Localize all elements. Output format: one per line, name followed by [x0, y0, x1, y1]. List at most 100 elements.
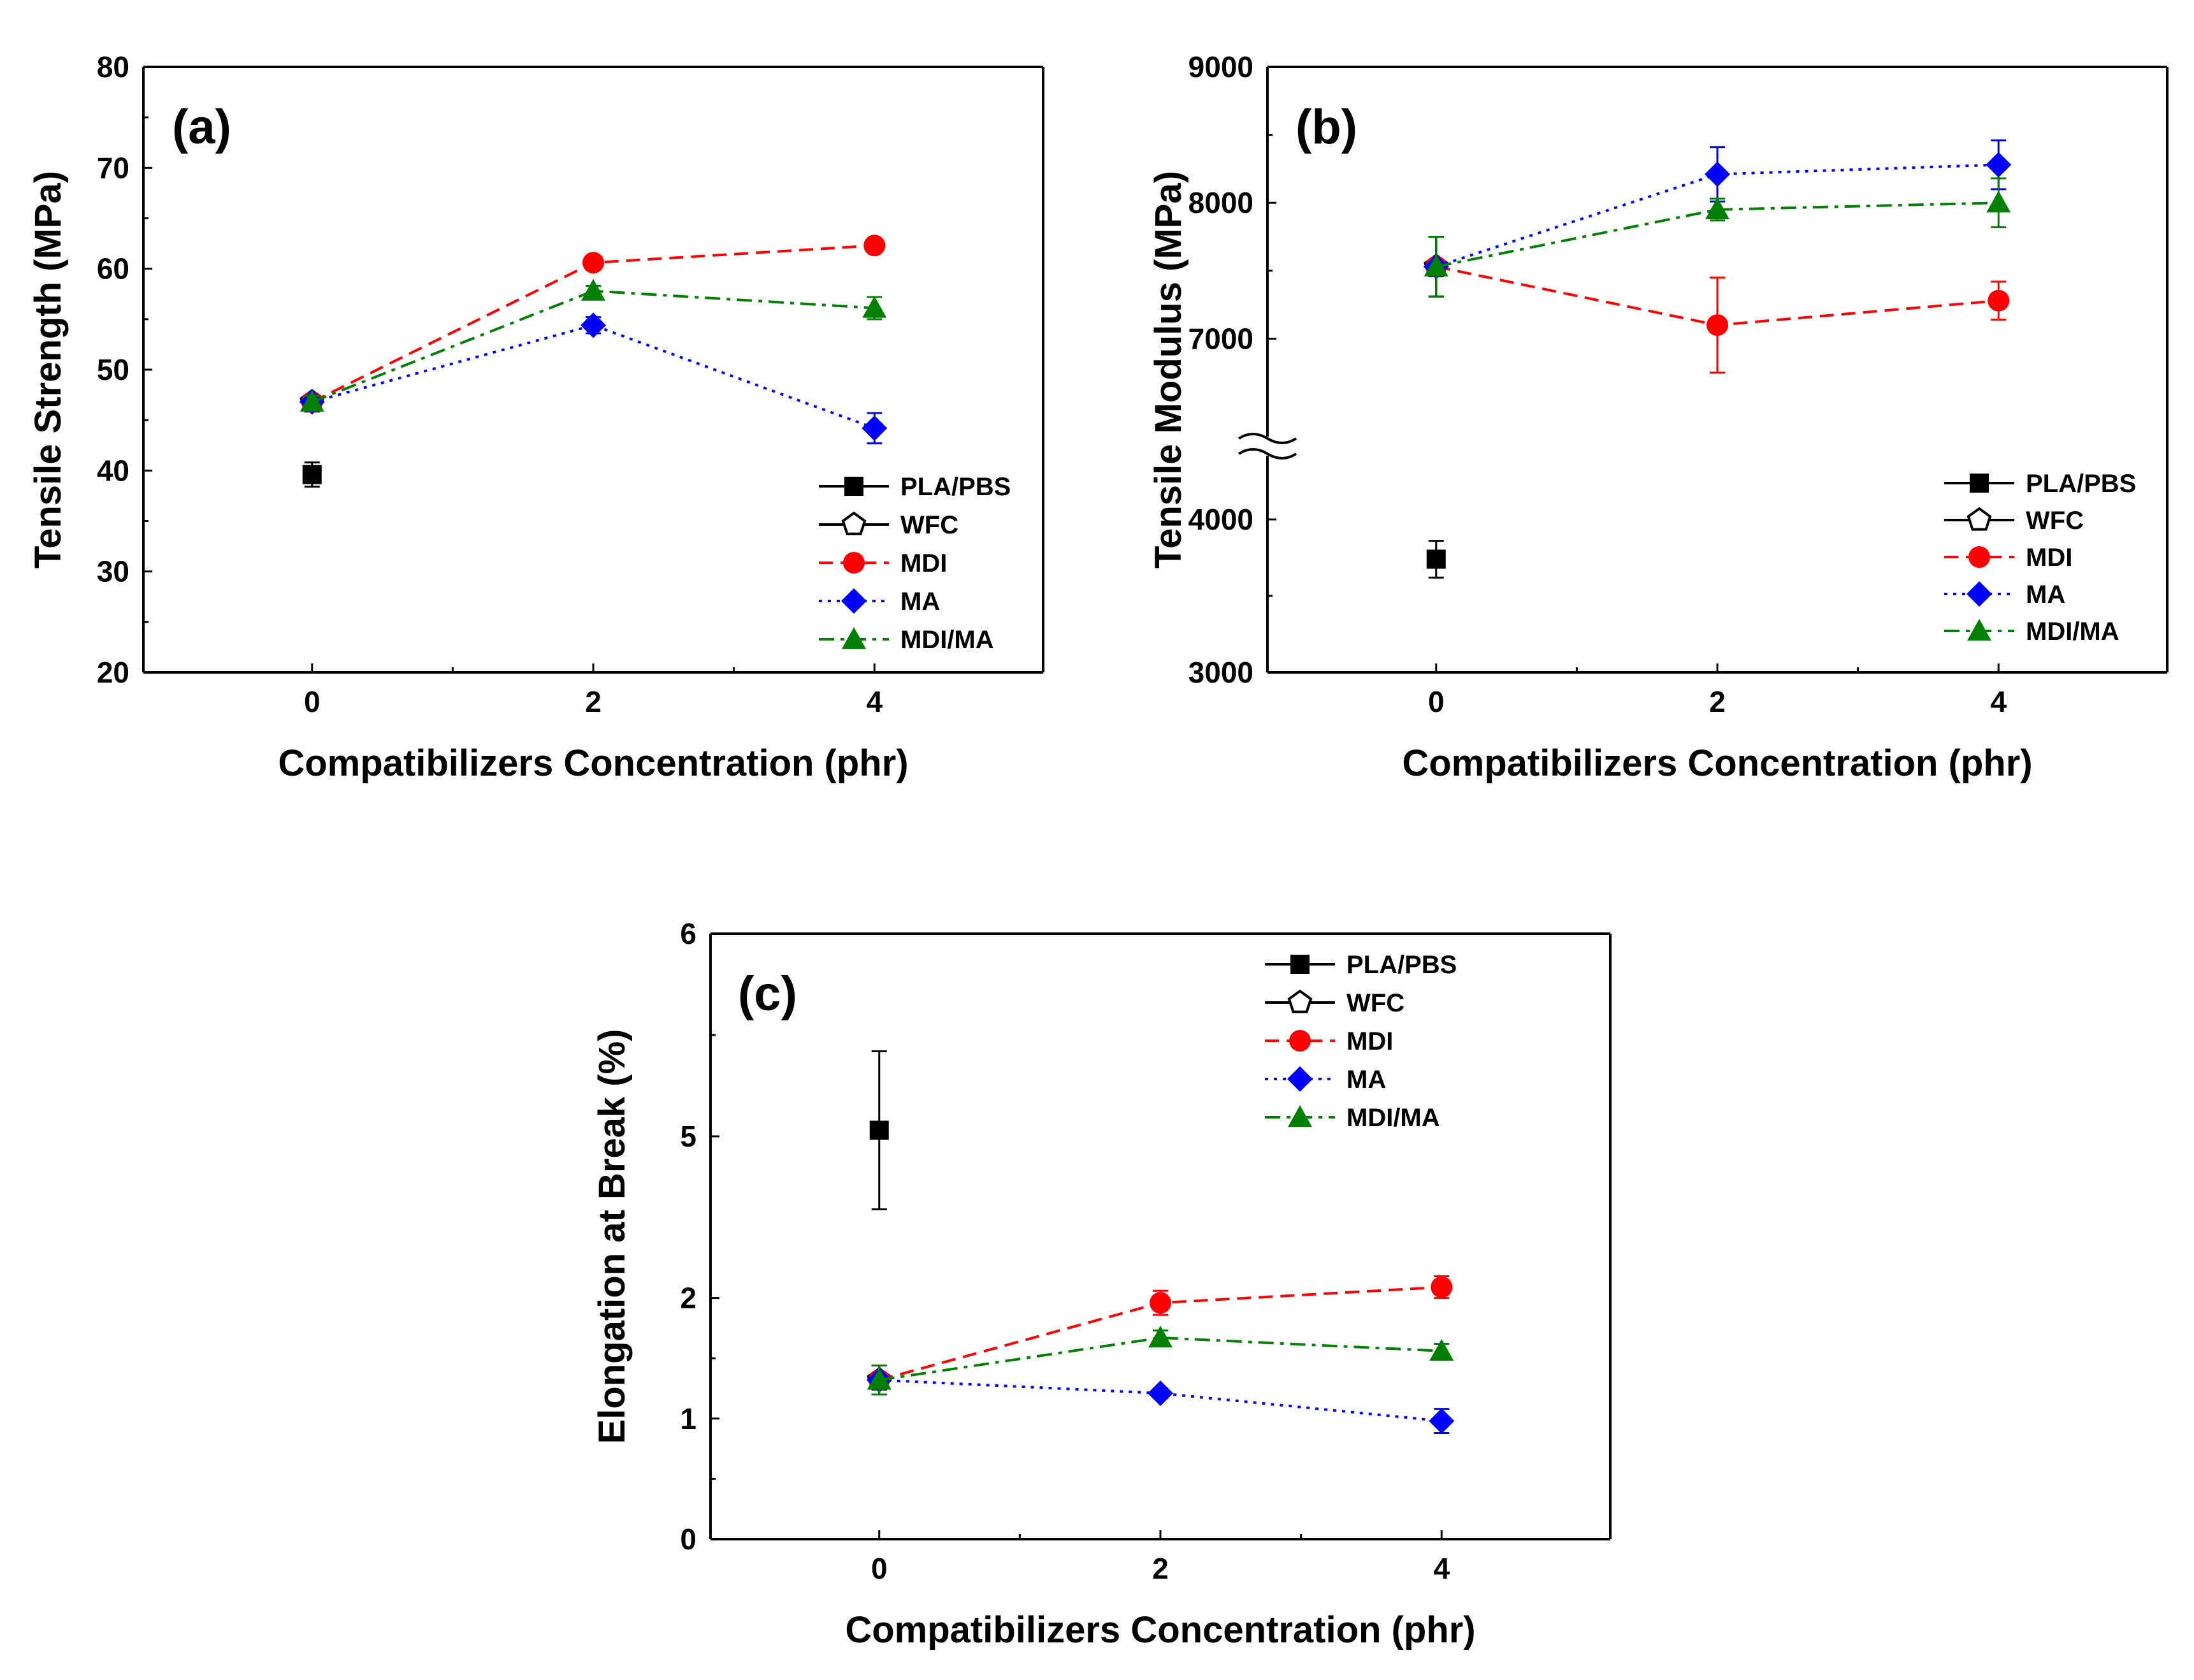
data-point [1429, 1338, 1454, 1361]
legend-label: MA [900, 588, 940, 616]
data-point [1148, 1380, 1173, 1407]
x-tick-label: 0 [871, 1552, 888, 1585]
legend-label: WFC [900, 511, 958, 539]
legend-marker [842, 627, 866, 649]
data-point [862, 415, 888, 441]
y-tick-label: 2 [680, 1282, 696, 1315]
y-tick-label: 70 [97, 151, 129, 184]
legend-label: MDI [2026, 544, 2072, 572]
x-tick-label: 0 [304, 685, 321, 718]
x-tick-label: 4 [1990, 685, 2007, 718]
data-point [581, 312, 606, 338]
legend-marker [1967, 581, 1992, 607]
legend-label: MA [2026, 581, 2065, 609]
data-point [867, 1368, 891, 1390]
x-axis-label: Compatibilizers Concentration (phr) [845, 1609, 1475, 1651]
y-tick-label: 1 [680, 1402, 696, 1435]
y-axis-label: Elongation at Break (%) [591, 1029, 633, 1444]
x-tick-label: 2 [585, 685, 602, 718]
data-point [1986, 191, 2011, 213]
y-tick-label: 3000 [1188, 656, 1253, 689]
y-axis-label: Tensile Strength (MPa) [27, 171, 69, 568]
panel-label: (a) [172, 100, 231, 154]
legend-marker [1289, 1030, 1311, 1052]
series-ma [1423, 139, 2012, 298]
data-point [1988, 289, 2010, 312]
legend-label: MDI [1346, 1027, 1393, 1055]
y-tick-label: 6 [680, 917, 696, 950]
axis-break-mark-bottom [1238, 448, 1297, 460]
x-axis-label: Compatibilizers Concentration (phr) [1402, 742, 2032, 784]
series-pla-pbs [869, 1050, 889, 1210]
legend-label: PLA/PBS [2026, 470, 2136, 498]
legend-marker [844, 477, 863, 496]
legend-marker [841, 588, 867, 614]
legend-label: PLA/PBS [1346, 951, 1457, 979]
x-tick-label: 4 [866, 685, 883, 718]
legend: PLA/PBS WFC MDI MA MDI/MA [1265, 951, 1457, 1132]
axis-break-mark-top [1238, 433, 1297, 444]
series-mdi-ma [1424, 177, 2011, 298]
legend-marker [841, 511, 867, 535]
legend-label: WFC [2026, 507, 2084, 535]
data-point [869, 1120, 889, 1140]
data-point [862, 296, 887, 318]
plot-frame [709, 932, 1612, 1540]
y-tick-label: 20 [97, 656, 129, 689]
legend-label: PLA/PBS [900, 473, 1011, 501]
y-tick-label: 4000 [1188, 503, 1253, 536]
data-point [1986, 152, 2012, 178]
series-line [312, 324, 875, 430]
y-tick-label: 50 [97, 353, 129, 386]
series-pla-pbs [302, 461, 322, 488]
x-axis-label: Compatibilizers Concentration (phr) [278, 742, 908, 784]
legend-label: MDI/MA [1346, 1104, 1440, 1132]
series-pla-pbs [1426, 540, 1446, 579]
legend-marker [843, 552, 865, 574]
data-point [1705, 161, 1730, 187]
x-tick-label: 2 [1709, 685, 1726, 718]
series-ma [299, 312, 888, 445]
data-point [1429, 1408, 1455, 1434]
legend-marker [1967, 507, 1992, 531]
y-tick-label: 0 [680, 1523, 696, 1556]
y-tick-label: 8000 [1188, 186, 1253, 219]
legend-marker [1287, 1066, 1313, 1092]
data-point [581, 279, 605, 301]
data-point [1705, 197, 1729, 220]
chart-a: 0 2 4 20 30 40 50 60 70 80 Compatibilizers Concent… [27, 50, 1044, 784]
legend-label: MA [1346, 1066, 1386, 1094]
x-tick-label: 4 [1433, 1552, 1450, 1585]
data-point [1426, 549, 1446, 569]
chart-c: 0 2 4 0 1 2 5 6 Compatibilizers Concentration (p… [591, 917, 1612, 1651]
legend-label: MDI [900, 549, 947, 577]
legend-marker [1970, 474, 1989, 493]
legend-marker [1290, 955, 1310, 974]
chart-b: 0 2 4 3000 4000 7000 8000 9000 Compatibilizers C… [1148, 50, 2169, 784]
legend: PLA/PBS WFC MDI MA MDI/MA [1944, 470, 2136, 646]
data-point [1424, 254, 1448, 277]
legend-marker [1287, 989, 1313, 1013]
y-tick-label: 80 [97, 50, 129, 83]
series-mdi-ma [867, 1326, 1454, 1396]
y-tick-label: 60 [97, 252, 129, 286]
legend-label: MDI/MA [900, 626, 994, 654]
plot-frame [142, 66, 1044, 674]
y-tick-label: 40 [97, 454, 129, 487]
data-point [1707, 314, 1728, 337]
data-point [1150, 1292, 1171, 1314]
legend-label: MDI/MA [2026, 618, 2119, 646]
legend-label: WFC [1346, 989, 1404, 1017]
x-tick-label: 0 [1428, 685, 1445, 718]
legend-marker [1967, 619, 1991, 641]
data-point [300, 389, 324, 412]
y-axis-label: Tensile Modulus (MPa) [1148, 171, 1189, 568]
series-mdi-ma [300, 279, 887, 412]
data-point [582, 252, 604, 274]
x-tick-label: 2 [1152, 1552, 1169, 1585]
series-ma [866, 1365, 1455, 1435]
y-tick-label: 5 [680, 1120, 696, 1153]
data-point [1148, 1326, 1173, 1348]
panel-label: (b) [1295, 100, 1357, 154]
